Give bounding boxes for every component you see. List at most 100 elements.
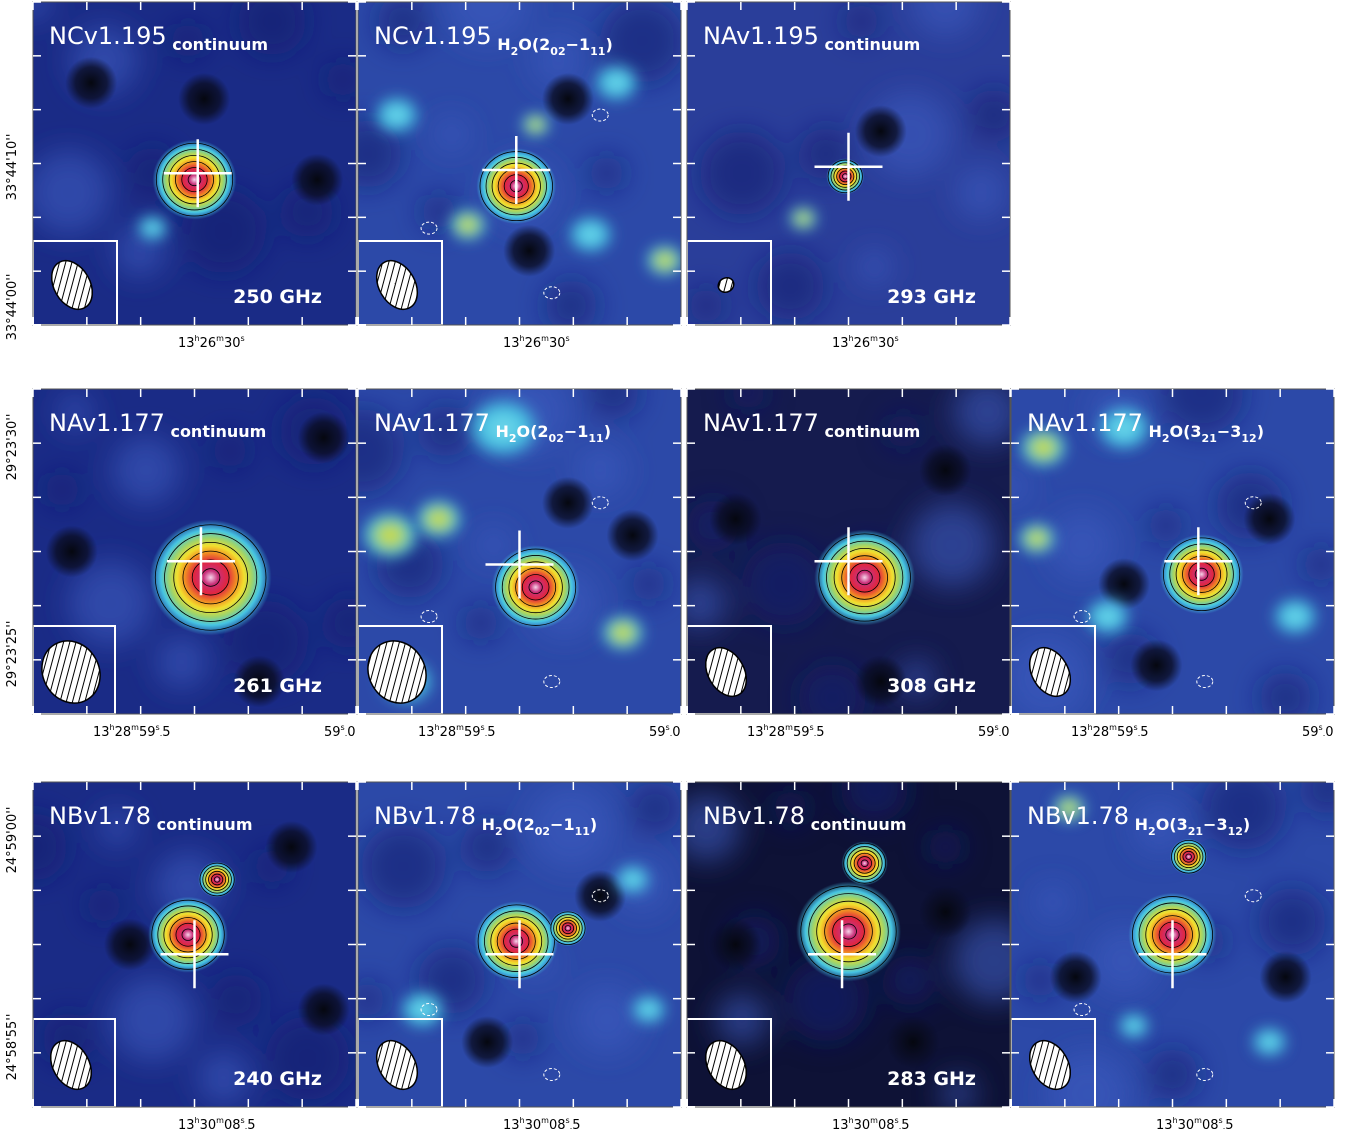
dark-region	[103, 918, 156, 971]
line-sep: −1	[566, 35, 591, 54]
map-image	[33, 2, 356, 325]
dark-region	[919, 444, 972, 497]
frequency-label: 240 GHz	[233, 1068, 322, 1090]
beam-inset	[1011, 625, 1096, 714]
ra-tick-label: 13h30m08s.5	[503, 1116, 581, 1133]
contour-line	[528, 580, 543, 595]
map-image	[687, 389, 1010, 714]
line-sub: 11	[590, 45, 605, 58]
contour-line	[836, 167, 855, 186]
contour-line	[199, 862, 235, 897]
source-emission	[474, 901, 559, 982]
panel-title: NBv1.78 H2O(321−312)	[1027, 802, 1250, 838]
ra-s-mark: s	[1134, 723, 1138, 732]
line-sep: −1	[564, 422, 589, 441]
ra-m-mark: m	[216, 1116, 224, 1125]
contour-line	[827, 159, 863, 194]
panel-frame	[686, 1, 1011, 326]
beam-inset	[687, 1018, 772, 1107]
emission-blob	[1017, 522, 1057, 555]
line-sub: 02	[535, 825, 550, 838]
dec-tick-label: 24°59'00''	[5, 807, 20, 874]
panel-title: NAv1.195 continuum	[703, 22, 920, 54]
source-name: NBv1.78	[1027, 802, 1129, 830]
frequency-label: 293 GHz	[887, 286, 976, 308]
source-emission	[148, 896, 228, 973]
contour-line	[850, 849, 880, 877]
dark-region	[178, 72, 231, 125]
contour-line	[162, 148, 227, 211]
ra-s-mark: s	[241, 334, 245, 343]
negative-contour	[420, 610, 438, 623]
ra-hours: 13	[178, 336, 195, 351]
beam-inset	[358, 240, 443, 325]
source-name: NAv1.177	[1027, 409, 1143, 437]
frequency-label: 283 GHz	[887, 1068, 976, 1090]
line-mol: H	[495, 422, 508, 441]
emission-blob	[1271, 596, 1320, 637]
line-mol: H	[497, 35, 510, 54]
position-cross	[485, 920, 554, 989]
ra-seconds: 08	[224, 1118, 241, 1133]
emission-blob	[1052, 794, 1086, 822]
ra-minutes: 28	[115, 725, 132, 740]
map-image	[358, 2, 681, 325]
negative-contour	[543, 1068, 561, 1081]
contour-line	[558, 919, 577, 937]
position-cross	[160, 920, 229, 989]
contour-line	[173, 541, 248, 614]
ra-fraction: 5	[487, 725, 495, 740]
ra-minutes: 30	[854, 1118, 871, 1133]
contour-line	[818, 533, 911, 622]
ra-dot: .	[1138, 729, 1141, 738]
contour-line	[561, 922, 575, 935]
source-emission	[152, 139, 237, 220]
ra-dot: .	[485, 729, 488, 738]
ra-s-mark: s	[1319, 723, 1323, 732]
dark-region	[541, 72, 594, 125]
dark-region	[606, 509, 659, 562]
ra-seconds: 30	[549, 336, 566, 351]
contour-line	[1171, 839, 1207, 874]
dark-region	[1130, 639, 1183, 692]
contour-line	[175, 161, 214, 199]
line-mol: H	[1135, 815, 1148, 834]
ra-seconds: 59	[464, 725, 481, 740]
beam-ellipse	[1028, 647, 1072, 697]
ra-seconds: 59	[139, 725, 156, 740]
ra-m-mark: m	[456, 723, 464, 732]
dec-tick-label: 33°44'10''	[5, 134, 20, 201]
source-extension	[198, 861, 237, 898]
ra-fraction: 0	[1325, 725, 1333, 740]
position-cross	[166, 527, 235, 596]
dec-tick-label: 24°58'55''	[5, 1014, 20, 1081]
negative-contour	[1073, 1003, 1091, 1016]
contour-line	[841, 555, 888, 600]
contour-line	[151, 899, 225, 970]
ra-seconds: 59	[1302, 725, 1319, 740]
contour-line	[501, 555, 570, 620]
contour-line	[202, 865, 232, 894]
beam-inset	[33, 625, 116, 714]
line-sub: 21	[1188, 825, 1203, 838]
ra-hours: 13	[418, 725, 435, 740]
contour-line	[553, 914, 583, 943]
emission-blob	[448, 208, 488, 241]
ra-minutes: 28	[1093, 725, 1110, 740]
contour-line	[182, 550, 239, 605]
ra-fraction: 5	[1140, 725, 1148, 740]
source-name: NCv1.195	[49, 22, 167, 50]
contour-line	[508, 561, 563, 614]
ra-hours: 13	[503, 336, 520, 351]
contour-line	[832, 915, 865, 948]
panel-row1-3: NAv1.195 continuum 293 GHz 13h26m30s	[686, 1, 1011, 351]
dark-region	[503, 224, 556, 277]
emission-blob	[521, 112, 551, 137]
ra-tick-label: 13h28m59s.5	[93, 723, 171, 740]
line-end: )	[604, 422, 611, 441]
dark-region	[1243, 493, 1296, 545]
contour-line	[846, 846, 883, 881]
line-sep: −3	[1217, 422, 1242, 441]
line-end: )	[590, 815, 597, 834]
